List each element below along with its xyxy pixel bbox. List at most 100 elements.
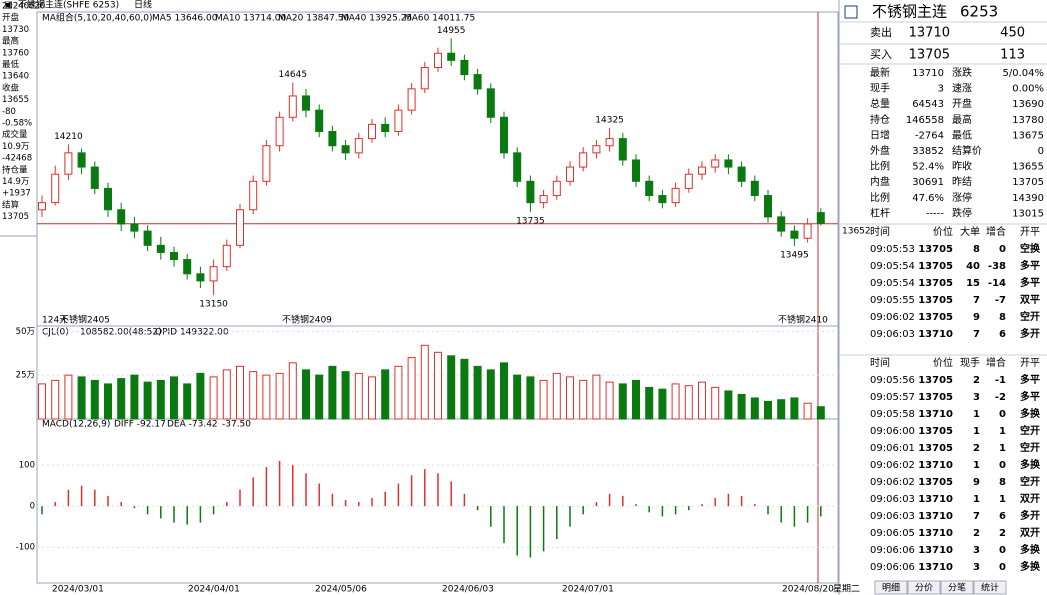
volume-bar	[724, 390, 733, 420]
quote-label: 总量	[870, 97, 890, 110]
volume-bar	[117, 378, 126, 420]
candle-body	[486, 88, 495, 118]
list-header: 价位	[933, 225, 953, 238]
candle-body	[51, 173, 60, 204]
quote-label: 买入	[870, 48, 892, 61]
tab[interactable]	[940, 580, 974, 595]
quote-value: -2764	[915, 130, 944, 141]
candle-body	[368, 123, 376, 140]
tab-label[interactable]: 分价	[915, 583, 933, 594]
candle-body	[473, 74, 482, 90]
volume-bar	[658, 388, 667, 420]
y-tick-label: 100	[19, 461, 35, 471]
list-cell: 空换	[1020, 242, 1041, 255]
list-cell: 9	[973, 477, 980, 488]
quote-value: 13675	[1012, 130, 1044, 141]
sidebar-item: 13705	[2, 212, 29, 222]
extreme-label: 13735	[516, 216, 545, 226]
volume-bar	[579, 379, 588, 420]
volume-bar	[684, 385, 693, 420]
volume-bar	[394, 365, 403, 420]
candle-body	[447, 52, 456, 61]
list-cell: -14	[988, 278, 1006, 289]
list-header: 开平	[1020, 358, 1040, 369]
ma-legend: MA5 13646.00	[152, 14, 218, 24]
list-cell: 7	[973, 329, 980, 340]
quote-price: 13710	[909, 26, 950, 41]
quote-code: 6253	[960, 3, 998, 21]
quote-label: 涨跌	[952, 66, 972, 79]
list-cell: 1	[973, 426, 980, 437]
quote-label: 比例	[870, 191, 890, 204]
volume-bar	[51, 379, 60, 420]
list-cell: 多开	[1020, 509, 1040, 522]
date-label: 2024/08/20	[782, 585, 834, 595]
volume-bar	[381, 369, 390, 420]
quote-qty: 113	[1000, 48, 1025, 63]
sidebar-item: 结算	[2, 199, 20, 210]
list-header: 时间	[870, 225, 890, 238]
candle-body	[579, 152, 588, 168]
list-header: 增合	[986, 225, 1006, 238]
list-header: 增合	[986, 356, 1006, 369]
volume-bar	[816, 406, 825, 420]
candle-body	[38, 202, 46, 211]
list-cell: 13705	[918, 443, 953, 454]
volume-bar	[698, 381, 706, 420]
candle-body	[513, 152, 522, 182]
candle-body	[104, 187, 112, 211]
candle-body	[605, 138, 614, 147]
list-cell: 09:06:02	[870, 477, 915, 488]
extreme-label: 13150	[199, 300, 228, 310]
quote-label: 最新	[870, 66, 890, 79]
volume-bar	[38, 383, 46, 420]
tab-label[interactable]: 分笔	[948, 582, 966, 594]
list-cell: 13705	[918, 295, 953, 306]
volume-bar	[420, 344, 429, 420]
list-header: 时间	[870, 356, 890, 369]
volume-bar	[526, 376, 535, 420]
period[interactable]: 日线	[134, 0, 152, 11]
ma-legend: MA40 13925.25	[341, 14, 412, 24]
quote-value: 13780	[1012, 115, 1044, 126]
quote-label: 比例	[870, 160, 890, 173]
sidebar-item: 开盘	[2, 12, 20, 23]
tab-label[interactable]: 统计	[981, 582, 999, 594]
list-cell: 2	[999, 528, 1006, 539]
list-cell: 09:06:02	[870, 460, 915, 471]
candle-body	[156, 244, 165, 253]
volume-bar	[513, 374, 522, 420]
volume-bar	[566, 376, 574, 420]
quote-value: 3	[938, 84, 944, 95]
menu-icon[interactable]: ▣	[4, 1, 13, 11]
volume-bar	[130, 374, 139, 420]
date-label: 2024/04/01	[188, 585, 240, 595]
tab[interactable]	[874, 580, 908, 595]
list-cell: 6	[999, 329, 1006, 340]
tab-label[interactable]: 明细	[882, 582, 900, 594]
list-cell: 2	[973, 443, 980, 454]
candle-body	[196, 273, 205, 282]
sidebar-item: -42468	[2, 154, 32, 164]
list-cell: 1	[999, 443, 1006, 454]
candle-body	[420, 66, 429, 90]
list-cell: 多换	[1020, 560, 1041, 573]
candle-body	[737, 166, 746, 182]
candle-body	[170, 251, 178, 261]
list-cell: 3	[973, 392, 980, 403]
tab[interactable]	[973, 580, 1007, 595]
candle-body	[790, 230, 799, 239]
list-cell: 13705	[918, 426, 953, 437]
list-cell: 0	[999, 409, 1006, 420]
macd-legend: MACD(12,26,9)	[42, 420, 110, 430]
candle-body	[750, 180, 759, 197]
candle-body	[341, 145, 350, 154]
list-cell: 09:05:53	[870, 244, 915, 255]
ma-legend: MA组合(5,10,20,40,60,0)	[42, 12, 153, 24]
volume-bar	[605, 381, 614, 420]
volume-legend: CJL(0)	[42, 328, 69, 338]
tab[interactable]	[907, 580, 941, 595]
volume-bar	[249, 371, 258, 420]
